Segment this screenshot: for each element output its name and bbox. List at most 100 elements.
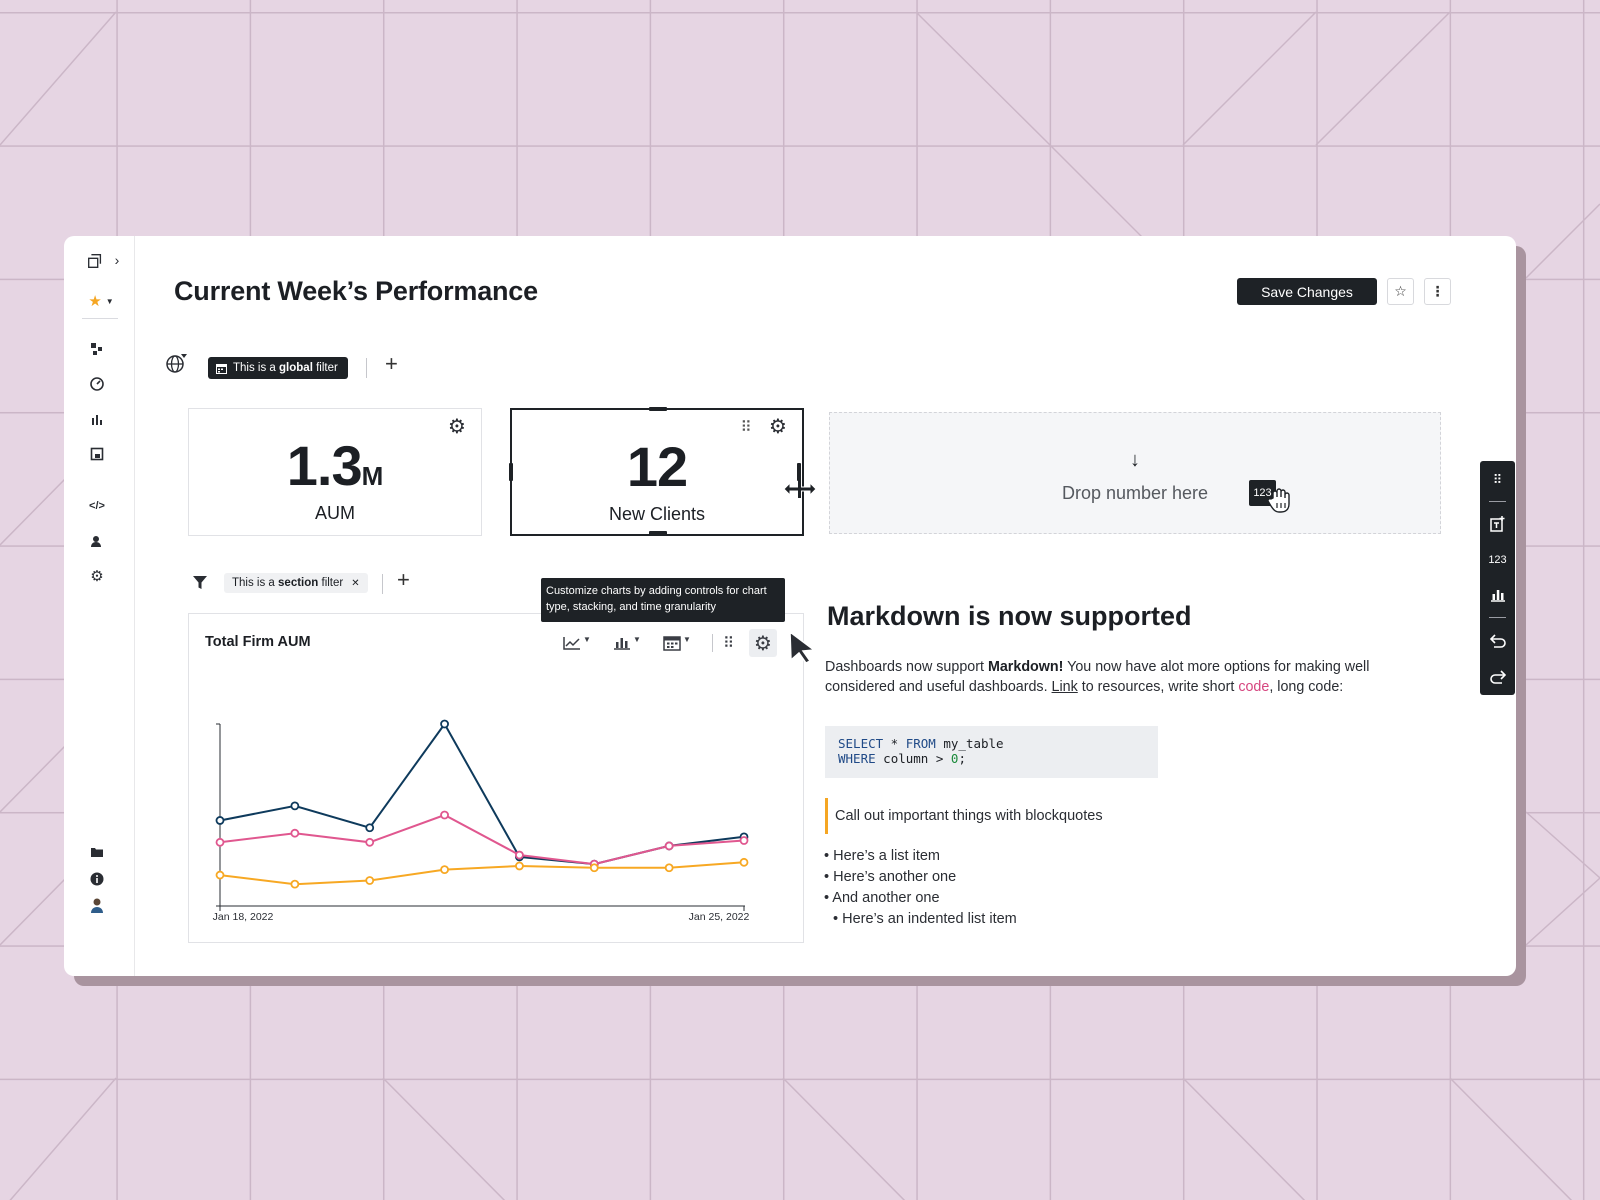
- bar-chart-icon[interactable]: [88, 410, 106, 428]
- data-point-1-4[interactable]: [515, 850, 524, 860]
- markdown-heading: Markdown is now supported: [827, 601, 1192, 631]
- code-block: SELECT * FROM my_table WHERE column > 0;: [825, 726, 1158, 778]
- add-section-filter-button[interactable]: +: [397, 567, 410, 592]
- kpi-card-new-clients[interactable]: ⠿ ⚙ 12 New Clients: [509, 407, 804, 536]
- redo-icon[interactable]: [1480, 666, 1515, 688]
- resize-handle-left[interactable]: [509, 463, 513, 481]
- data-point-1-0[interactable]: [215, 837, 225, 847]
- control-divider: [712, 634, 713, 652]
- data-point-1-7[interactable]: [739, 836, 749, 845]
- card-settings-gear-icon[interactable]: ⚙: [448, 416, 466, 438]
- mouse-pointer-icon: [789, 630, 817, 664]
- chart-settings-tooltip: Customize charts by adding controls for …: [541, 578, 785, 622]
- data-point-2-3[interactable]: [440, 865, 449, 875]
- resize-handle-right[interactable]: [797, 463, 801, 481]
- card-settings-gear-icon[interactable]: ⚙: [769, 416, 787, 438]
- data-point-2-6[interactable]: [664, 863, 674, 873]
- report-icon[interactable]: [88, 445, 106, 463]
- settings-gear-icon[interactable]: ⚙: [90, 568, 104, 585]
- info-icon[interactable]: [88, 870, 106, 888]
- data-point-0-3[interactable]: [440, 719, 449, 729]
- markdown-paragraph: Dashboards now support Markdown! You now…: [825, 659, 1370, 695]
- section-filter-chip[interactable]: This is a section filter ✕: [224, 573, 368, 593]
- list-item-indented: • Here’s an indented list item: [833, 911, 1017, 927]
- global-filter-chip[interactable]: This is a global filter: [208, 357, 348, 379]
- chart-title: Total Firm AUM: [205, 634, 311, 650]
- data-point-2-2[interactable]: [365, 876, 375, 885]
- series-layer: [215, 719, 749, 889]
- dropdown-caret-icon: ▼: [583, 634, 591, 644]
- kpi-card-aum[interactable]: ⚙ 1.3M AUM: [188, 408, 482, 536]
- series-line-2: [219, 861, 745, 886]
- calendar-icon: [663, 636, 681, 651]
- data-point-1-6[interactable]: [664, 841, 674, 851]
- more-options-button[interactable]: ⋮: [1424, 278, 1451, 305]
- data-point-2-7[interactable]: [739, 857, 749, 867]
- series-line-1: [219, 813, 745, 866]
- grab-hand-cursor-icon: [1267, 488, 1290, 513]
- line-chart: Jan 18, 2022 Jan 25, 2022: [213, 719, 750, 923]
- add-number-button[interactable]: 123: [1488, 554, 1507, 566]
- data-point-2-5[interactable]: [589, 863, 599, 873]
- add-global-filter-button[interactable]: +: [385, 351, 398, 376]
- data-point-0-0[interactable]: [215, 816, 225, 825]
- chart-settings-gear-icon[interactable]: ⚙: [749, 629, 777, 657]
- drop-zone[interactable]: ↓ Drop number here: [829, 412, 1441, 534]
- avatar[interactable]: [88, 896, 106, 914]
- page-title: Current Week’s Performance: [174, 276, 538, 306]
- users-icon[interactable]: [88, 532, 106, 550]
- dashboard-window: › ★ ▼ </> ⚙ Current Week’s: [64, 236, 1516, 976]
- favorite-star-button[interactable]: ☆: [1387, 278, 1414, 305]
- toolbar-drag-handle-icon[interactable]: ⠿: [1492, 472, 1503, 487]
- data-point-2-4[interactable]: [515, 861, 524, 871]
- data-point-1-2[interactable]: [365, 837, 375, 847]
- folder-icon[interactable]: [88, 843, 106, 861]
- sidebar-divider: [82, 318, 118, 319]
- section-filter-label: This is a section filter: [232, 577, 344, 589]
- data-point-0-1[interactable]: [290, 801, 300, 811]
- drag-handle-icon[interactable]: ⠿: [740, 419, 752, 436]
- list-item: • Here’s another one: [824, 869, 957, 885]
- chart-card-total-firm-aum[interactable]: Total Firm AUM ▼ ▼ ▼ ⠿ ⚙ Jan 18, 2022 Ja…: [188, 613, 804, 943]
- favorites-star-icon[interactable]: ★ ▼: [88, 293, 114, 310]
- blockquote: Call out important things with blockquot…: [825, 798, 1103, 834]
- dashboard-gauge-icon[interactable]: [88, 375, 106, 393]
- undo-icon[interactable]: [1480, 630, 1515, 652]
- time-granularity-control[interactable]: ▼: [663, 632, 691, 654]
- chart-type-control[interactable]: ▼: [563, 632, 591, 654]
- remove-filter-icon[interactable]: ✕: [351, 577, 360, 589]
- markdown-link[interactable]: Link: [1051, 679, 1078, 695]
- resize-cursor-icon: [783, 480, 817, 498]
- dropdown-caret-icon: ▼: [633, 634, 641, 644]
- data-point-2-1[interactable]: [290, 879, 300, 889]
- sidebar: › ★ ▼ </> ⚙: [64, 236, 135, 976]
- global-filter-icon[interactable]: [166, 352, 187, 373]
- code-icon[interactable]: </>: [89, 500, 105, 512]
- data-point-1-1[interactable]: [290, 828, 300, 838]
- resize-handle-top[interactable]: [649, 407, 667, 411]
- add-text-icon[interactable]: [1480, 513, 1515, 535]
- drag-handle-icon[interactable]: ⠿: [723, 635, 734, 652]
- section-filter-funnel-icon[interactable]: [192, 574, 208, 595]
- kpi-label: New Clients: [608, 504, 706, 524]
- resize-handle-bottom[interactable]: [649, 531, 667, 535]
- dragged-number-badge: 123: [1249, 480, 1276, 506]
- calendar-icon: [216, 363, 227, 374]
- app-logo-icon[interactable]: [86, 252, 104, 270]
- filter-divider: [366, 358, 367, 378]
- markdown-list: • Here’s a list item • Here’s another on…: [824, 846, 1017, 930]
- save-changes-button[interactable]: Save Changes: [1237, 278, 1377, 305]
- inline-code: code: [1238, 679, 1270, 695]
- toolbar-divider: [1489, 617, 1506, 618]
- expand-chevron-icon[interactable]: ›: [114, 252, 120, 268]
- add-chart-icon[interactable]: [1480, 584, 1515, 606]
- data-point-1-3[interactable]: [440, 810, 449, 820]
- stacking-control[interactable]: ▼: [613, 632, 641, 654]
- global-filter-label: This is a global filter: [233, 362, 338, 374]
- widget-toolbar: ⠿ 123: [1480, 461, 1515, 695]
- list-item: • Here’s a list item: [824, 848, 941, 864]
- list-item: • And another one: [824, 890, 940, 906]
- nodes-icon[interactable]: [88, 340, 106, 358]
- data-point-0-2[interactable]: [365, 823, 375, 833]
- data-point-2-0[interactable]: [215, 870, 225, 880]
